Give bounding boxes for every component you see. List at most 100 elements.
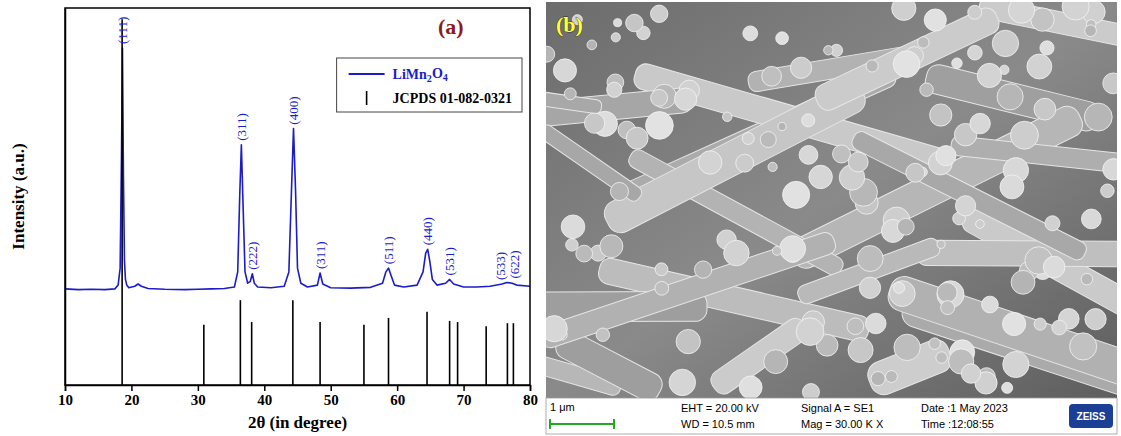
sem-particle xyxy=(1084,103,1112,131)
sem-particle xyxy=(607,82,622,97)
x-tick: 50 xyxy=(324,385,339,408)
sem-particle xyxy=(886,371,898,383)
sem-particle xyxy=(802,384,819,398)
sem-rod xyxy=(546,86,602,114)
info-text: EHT = 20.00 kV xyxy=(681,402,759,414)
sem-particle xyxy=(1081,273,1093,285)
sem-particle xyxy=(778,122,786,130)
sem-particle xyxy=(546,316,567,342)
sem-particle xyxy=(780,236,806,262)
sem-particle xyxy=(897,218,914,235)
sem-particle xyxy=(584,113,604,133)
x-axis-line xyxy=(66,386,531,392)
sem-particle xyxy=(553,59,576,82)
sem-particle xyxy=(743,26,758,41)
sem-particle xyxy=(894,334,920,360)
sem-particle xyxy=(952,58,963,69)
sem-particle xyxy=(893,282,904,293)
sem-particle xyxy=(906,163,925,182)
x-tick-mark xyxy=(131,385,133,391)
sem-particle xyxy=(736,154,754,172)
sem-particle xyxy=(936,352,947,363)
x-tick-label: 80 xyxy=(523,392,538,408)
x-tick-label: 20 xyxy=(124,392,139,408)
y-axis xyxy=(65,9,66,386)
scale-bar-line xyxy=(550,423,614,425)
x-tick-label: 30 xyxy=(191,392,206,408)
x-tick-mark xyxy=(198,385,200,391)
sem-particle xyxy=(564,88,576,100)
info-text: Time :12:08:55 xyxy=(921,418,994,430)
sem-particle xyxy=(1027,54,1052,79)
sem-particle xyxy=(1045,216,1060,231)
sem-particle xyxy=(866,60,878,72)
scale-bar-end xyxy=(549,419,551,429)
scale-bar xyxy=(550,419,614,429)
sem-particle xyxy=(961,364,980,383)
sem-particle xyxy=(941,301,955,315)
reference-stick xyxy=(457,322,459,385)
reference-stick xyxy=(507,323,509,385)
sem-particle xyxy=(610,182,628,200)
info-text: Mag = 30.00 K X xyxy=(801,418,884,430)
logo-text: ZEISS xyxy=(1077,411,1106,422)
reference-stick xyxy=(513,323,515,385)
sem-particle xyxy=(1011,270,1035,294)
sem-particle xyxy=(655,281,669,295)
sem-particle xyxy=(1103,159,1117,180)
sem-particle xyxy=(848,338,873,363)
x-tick-label: 70 xyxy=(457,392,472,408)
sem-rod xyxy=(884,273,1117,398)
sem-particle xyxy=(676,329,700,353)
sem-particle xyxy=(936,146,956,166)
x-tick-mark xyxy=(530,385,532,391)
plot-frame xyxy=(65,8,530,385)
sem-particle xyxy=(576,245,593,262)
x-tick-label: 40 xyxy=(257,392,272,408)
reference-stick xyxy=(319,322,321,385)
x-tick-mark xyxy=(65,385,67,391)
sem-rod xyxy=(811,4,1002,114)
sem-particle xyxy=(977,63,1001,87)
sem-particle xyxy=(968,45,983,60)
sem-particle xyxy=(669,369,695,395)
sem-particle xyxy=(1101,184,1115,198)
reference-stick xyxy=(292,300,294,385)
sem-rod xyxy=(707,314,812,398)
reference-stick xyxy=(388,318,390,385)
sem-particle xyxy=(760,132,776,148)
sem-particle xyxy=(626,14,644,32)
x-tick-mark xyxy=(264,385,266,391)
scale-bar-label: 1 μm xyxy=(550,401,575,413)
legend-label: LiMn2O4 xyxy=(393,66,448,84)
sem-particle xyxy=(1043,256,1065,278)
x-tick-mark xyxy=(330,385,332,391)
sem-particle xyxy=(920,83,933,96)
sem-particle xyxy=(698,151,721,174)
info-text: Date :1 May 2023 xyxy=(921,402,1008,414)
sem-particle xyxy=(546,46,555,62)
legend-label: JCPDS 01-082-0321 xyxy=(393,91,512,106)
sem-particle xyxy=(626,127,648,149)
reference-stick xyxy=(449,321,451,385)
sem-particle xyxy=(824,46,833,55)
peak-label: (533) xyxy=(493,252,508,280)
sem-particle xyxy=(783,181,810,208)
sem-particle xyxy=(1002,312,1025,335)
legend-box xyxy=(337,58,522,112)
sem-particle xyxy=(566,239,578,251)
reference-stick xyxy=(485,326,487,385)
x-tick-label: 60 xyxy=(390,392,405,408)
info-text: WD = 10.5 mm xyxy=(681,418,755,430)
sem-particle xyxy=(857,246,883,272)
sem-particle xyxy=(561,215,585,239)
x-axis-title: 2θ (in degree) xyxy=(248,413,347,432)
y-axis-line xyxy=(65,9,67,386)
sem-particle xyxy=(1010,121,1038,149)
sem-particle xyxy=(674,88,696,110)
sem-particle xyxy=(968,5,982,19)
sem-particle xyxy=(930,104,952,126)
info-bar xyxy=(546,398,1117,434)
sem-particle xyxy=(955,196,975,216)
sem-particle xyxy=(587,40,597,50)
